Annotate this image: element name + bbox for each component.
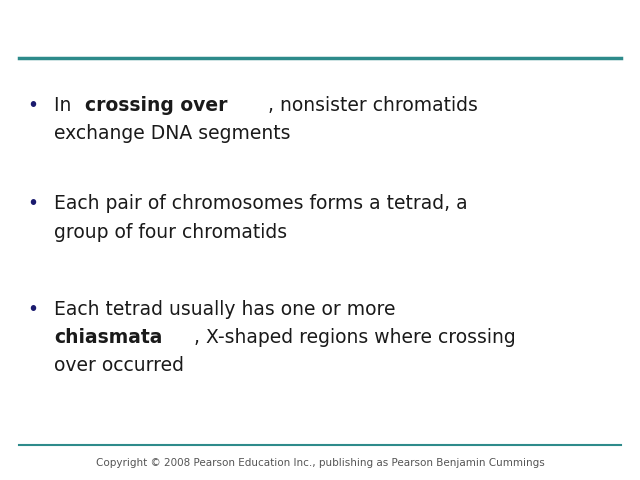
Text: group of four chromatids: group of four chromatids xyxy=(54,223,287,241)
Text: crossing over: crossing over xyxy=(84,96,227,115)
Text: over occurred: over occurred xyxy=(54,356,184,375)
Text: •: • xyxy=(28,300,39,319)
Text: In: In xyxy=(54,96,78,115)
Text: •: • xyxy=(28,194,39,214)
Text: , nonsister chromatids: , nonsister chromatids xyxy=(268,96,478,115)
Text: •: • xyxy=(28,96,39,115)
Text: Copyright © 2008 Pearson Education Inc., publishing as Pearson Benjamin Cummings: Copyright © 2008 Pearson Education Inc.,… xyxy=(95,458,545,468)
Text: chiasmata: chiasmata xyxy=(54,328,163,347)
Text: Each tetrad usually has one or more: Each tetrad usually has one or more xyxy=(54,300,396,319)
Text: Each pair of chromosomes forms a tetrad, a: Each pair of chromosomes forms a tetrad,… xyxy=(54,194,468,214)
Text: exchange DNA segments: exchange DNA segments xyxy=(54,124,291,143)
Text: , X-shaped regions where crossing: , X-shaped regions where crossing xyxy=(194,328,516,347)
